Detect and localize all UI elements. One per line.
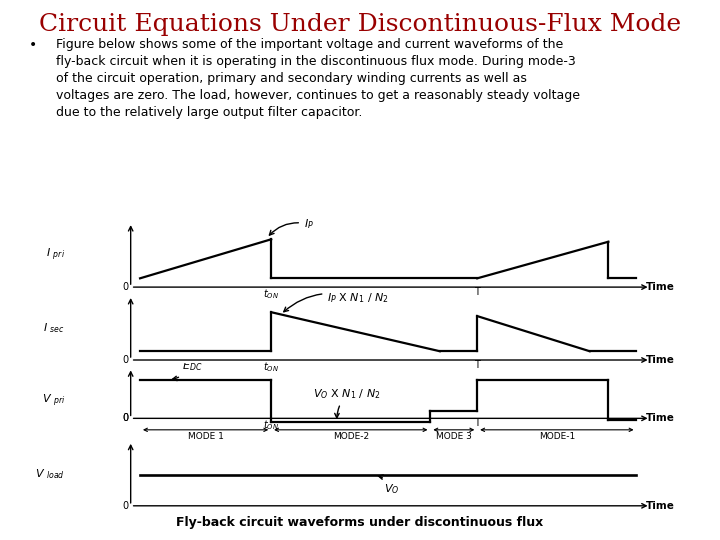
Text: Circuit Equations Under Discontinuous-Flux Mode: Circuit Equations Under Discontinuous-Fl…	[39, 14, 681, 37]
Text: $V_O$: $V_O$	[379, 475, 399, 496]
Text: $t_{ON}$: $t_{ON}$	[263, 418, 279, 432]
Text: $I$ $_{sec}$: $I$ $_{sec}$	[43, 321, 65, 335]
Text: T: T	[474, 360, 480, 370]
Text: Figure below shows some of the important voltage and current waveforms of the
fl: Figure below shows some of the important…	[56, 38, 580, 119]
Text: Time: Time	[646, 355, 675, 365]
Text: $t_{ON}$: $t_{ON}$	[263, 287, 279, 301]
Text: $t_{ON}$: $t_{ON}$	[263, 360, 279, 374]
Text: Time: Time	[646, 413, 675, 423]
Text: •: •	[29, 38, 37, 52]
Text: $I_P$ X $N_1$ / $N_2$: $I_P$ X $N_1$ / $N_2$	[284, 292, 390, 312]
Text: $E_{DC}$: $E_{DC}$	[172, 360, 202, 381]
Text: Fly-back circuit waveforms under discontinuous flux: Fly-back circuit waveforms under discont…	[176, 516, 544, 529]
Text: MODE-1: MODE-1	[539, 433, 575, 442]
Text: $V$ $_{load}$: $V$ $_{load}$	[35, 467, 65, 481]
Text: Time: Time	[646, 501, 675, 511]
Text: T: T	[474, 287, 480, 297]
Text: $I$ $_{pri}$: $I$ $_{pri}$	[46, 247, 65, 264]
Text: 0: 0	[122, 413, 128, 423]
Text: $V$ $_{pri}$: $V$ $_{pri}$	[42, 393, 65, 409]
Text: T: T	[474, 418, 480, 428]
Text: 0: 0	[122, 282, 128, 292]
Text: MODE 1: MODE 1	[188, 433, 223, 442]
Text: $I_P$: $I_P$	[269, 217, 314, 235]
Text: 0: 0	[122, 501, 128, 511]
Text: $V_O$ X $N_1$ / $N_2$: $V_O$ X $N_1$ / $N_2$	[313, 387, 381, 418]
Text: MODE 3: MODE 3	[436, 433, 472, 442]
Text: MODE-2: MODE-2	[333, 433, 369, 442]
Text: 0: 0	[122, 413, 128, 423]
Text: Time: Time	[646, 282, 675, 292]
Text: 0: 0	[122, 355, 128, 365]
